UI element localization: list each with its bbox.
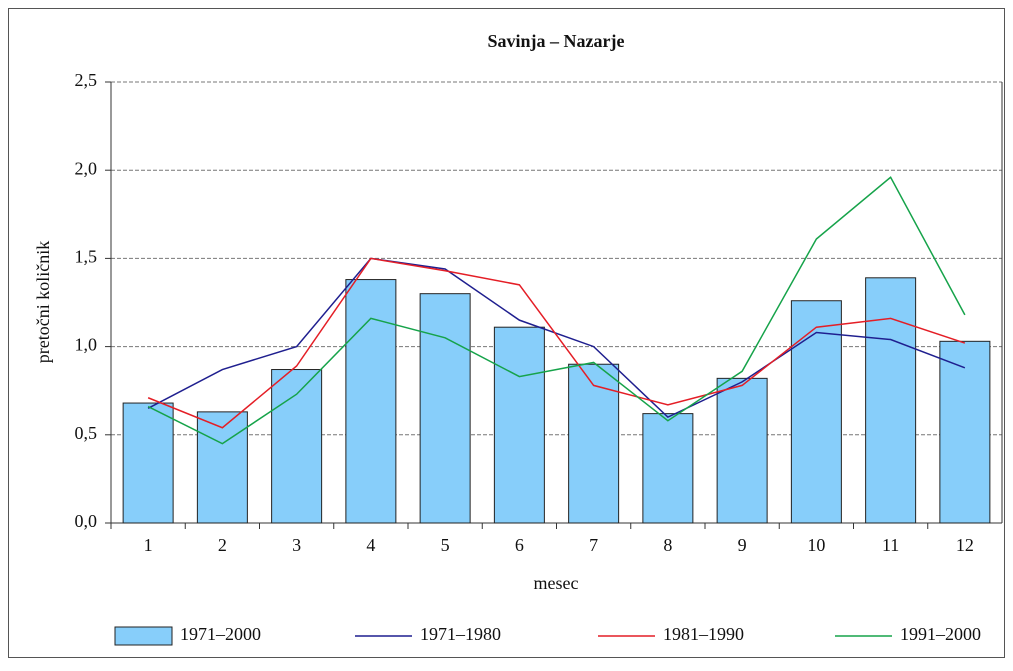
line (147, 257, 966, 429)
bar (345, 279, 397, 524)
y-tick-label: 1,0 (75, 335, 98, 355)
x-tick-label: 10 (807, 535, 825, 555)
line (147, 257, 966, 419)
legend-label: 1991–2000 (900, 624, 981, 644)
legend-label: 1971–2000 (180, 624, 261, 644)
bar (271, 369, 323, 524)
x-tick-label: 7 (589, 535, 598, 555)
bar (865, 277, 917, 524)
y-axis-label: pretočni količnik (33, 241, 53, 363)
x-tick-label: 6 (515, 535, 524, 555)
legend-label: 1971–1980 (420, 624, 501, 644)
x-tick-label: 9 (738, 535, 747, 555)
bar (642, 413, 694, 524)
bar (419, 293, 471, 524)
bar (939, 340, 991, 524)
y-tick-label: 1,5 (75, 247, 98, 267)
x-tick-label: 11 (882, 535, 899, 555)
bar (493, 326, 545, 524)
line (147, 176, 966, 445)
bar (568, 363, 620, 524)
legend-swatch (114, 626, 173, 646)
x-tick-label: 12 (956, 535, 974, 555)
x-tick-label: 8 (663, 535, 672, 555)
bar (716, 377, 768, 524)
x-tick-label: 1 (144, 535, 153, 555)
bar (790, 300, 842, 524)
x-axis-label: mesec (534, 573, 579, 593)
chart-title: Savinja – Nazarje (488, 31, 625, 51)
x-tick-label: 2 (218, 535, 227, 555)
y-tick-label: 2,0 (75, 158, 98, 178)
y-tick-label: 0,0 (75, 511, 98, 531)
x-tick-label: 3 (292, 535, 301, 555)
bar (196, 411, 248, 524)
bar (122, 402, 174, 524)
x-tick-label: 4 (366, 535, 375, 555)
legend-label: 1981–1990 (663, 624, 744, 644)
y-tick-label: 0,5 (75, 423, 98, 443)
x-tick-label: 5 (441, 535, 450, 555)
y-tick-label: 2,5 (75, 70, 98, 90)
